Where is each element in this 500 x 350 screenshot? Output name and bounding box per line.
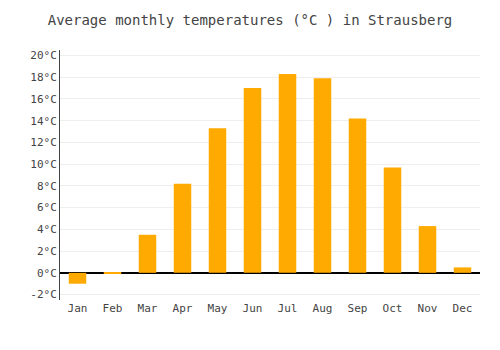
svg-text:Nov: Nov <box>418 302 438 315</box>
svg-text:12°C: 12°C <box>30 136 57 149</box>
svg-text:0°C: 0°C <box>37 267 57 280</box>
svg-text:Jun: Jun <box>243 302 263 315</box>
svg-text:Jul: Jul <box>278 302 298 315</box>
svg-text:2°C: 2°C <box>37 245 57 258</box>
svg-text:Aug: Aug <box>313 302 333 315</box>
svg-text:14°C: 14°C <box>30 115 57 128</box>
svg-text:Apr: Apr <box>173 302 193 315</box>
svg-text:Mar: Mar <box>138 302 158 315</box>
svg-text:18°C: 18°C <box>30 71 57 84</box>
svg-text:16°C: 16°C <box>30 93 57 106</box>
svg-text:8°C: 8°C <box>37 180 57 193</box>
svg-text:May: May <box>208 302 228 315</box>
svg-text:4°C: 4°C <box>37 223 57 236</box>
svg-text:10°C: 10°C <box>30 158 57 171</box>
svg-text:Feb: Feb <box>103 302 123 315</box>
svg-text:Sep: Sep <box>348 302 368 315</box>
svg-text:Dec: Dec <box>453 302 473 315</box>
svg-text:Jan: Jan <box>68 302 88 315</box>
svg-text:-2°C: -2°C <box>30 288 57 301</box>
svg-text:Oct: Oct <box>383 302 403 315</box>
svg-text:Average monthly temperatures (: Average monthly temperatures (°C ) in St… <box>48 12 453 28</box>
svg-text:20°C: 20°C <box>30 49 57 62</box>
svg-text:6°C: 6°C <box>37 201 57 214</box>
